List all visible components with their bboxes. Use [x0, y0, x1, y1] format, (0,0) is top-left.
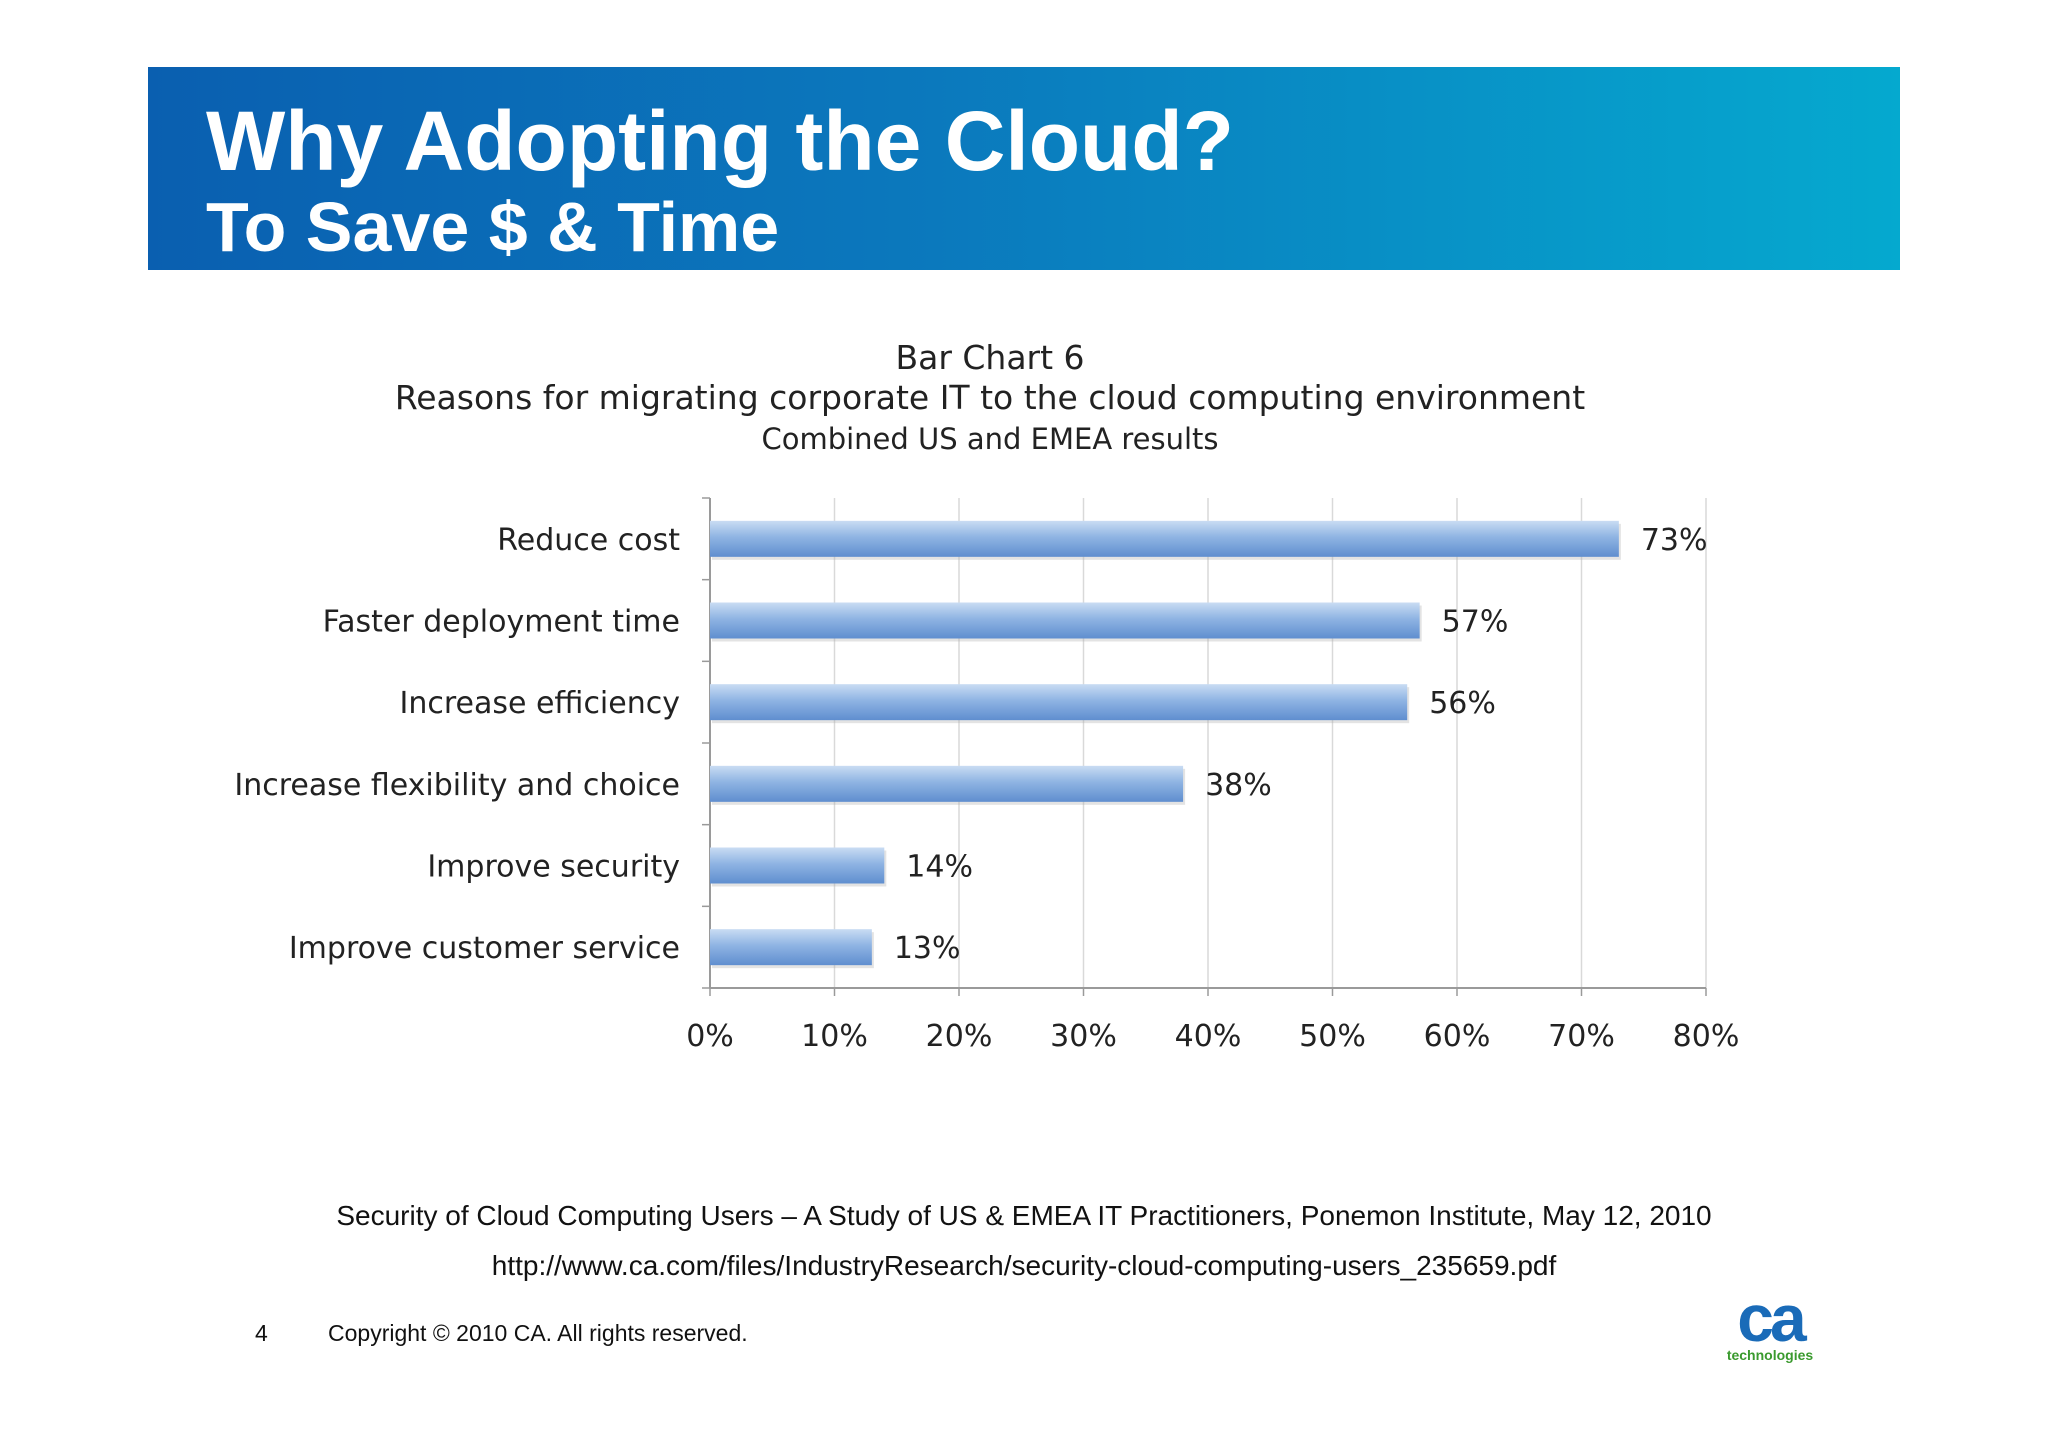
- x-tick-label: 60%: [1424, 1019, 1491, 1054]
- slide-subtitle: To Save $ & Time: [206, 188, 780, 266]
- logo-mark: ca: [1737, 1281, 1806, 1355]
- x-tick-label: 10%: [801, 1019, 868, 1054]
- bar: [710, 684, 1408, 721]
- category-label: Faster deployment time: [323, 605, 680, 640]
- chart-subtitle: Reasons for migrating corporate IT to th…: [394, 378, 1586, 417]
- data-label: 56%: [1429, 686, 1496, 721]
- source-url: http://www.ca.com/files/IndustryResearch…: [491, 1250, 1557, 1281]
- title-banner: Why Adopting the Cloud? To Save $ & Time: [148, 67, 1900, 270]
- ca-logo: ca technologies: [1720, 1285, 1820, 1365]
- bar-chart: 0% 10% 20% 30% 40% 50% 60% 70% 80% Reduce cost 73%…: [234, 497, 1740, 1054]
- slide-title: Why Adopting the Cloud?: [206, 94, 1234, 188]
- x-tick-label: 70%: [1548, 1019, 1615, 1054]
- category-label: Improve security: [427, 850, 680, 885]
- data-label: 57%: [1442, 605, 1509, 640]
- bar: [710, 929, 872, 966]
- category-label: Reduce cost: [497, 523, 680, 558]
- category-label: Increase efficiency: [399, 686, 680, 721]
- x-tick-label: 50%: [1299, 1019, 1366, 1054]
- data-label: 13%: [894, 931, 961, 966]
- category-label: Increase flexibility and choice: [234, 768, 680, 803]
- category-label: Improve customer service: [289, 931, 680, 966]
- bar: [710, 847, 885, 884]
- source-citation: Security of Cloud Computing Users – A St…: [336, 1200, 1712, 1231]
- copyright-text: Copyright © 2010 CA. All rights reserved…: [328, 1320, 748, 1346]
- x-tick-label: 30%: [1050, 1019, 1117, 1054]
- x-tick-label: 20%: [926, 1019, 993, 1054]
- page-number: 4: [255, 1320, 268, 1346]
- logo-text: technologies: [1726, 1347, 1814, 1363]
- x-tick-label: 40%: [1175, 1019, 1242, 1054]
- data-label: 38%: [1205, 768, 1272, 803]
- data-label: 14%: [906, 850, 973, 885]
- data-label: 73%: [1641, 523, 1708, 558]
- chart-title: Bar Chart 6: [895, 338, 1085, 377]
- chart-area: Bar Chart 6 Reasons for migrating corpor…: [0, 300, 2048, 1120]
- chart-subtitle-2: Combined US and EMEA results: [761, 422, 1219, 456]
- bar: [710, 602, 1420, 639]
- x-tick-label: 80%: [1673, 1019, 1740, 1054]
- x-tick-label: 0%: [686, 1019, 734, 1054]
- bar: [710, 520, 1619, 557]
- bar: [710, 765, 1184, 802]
